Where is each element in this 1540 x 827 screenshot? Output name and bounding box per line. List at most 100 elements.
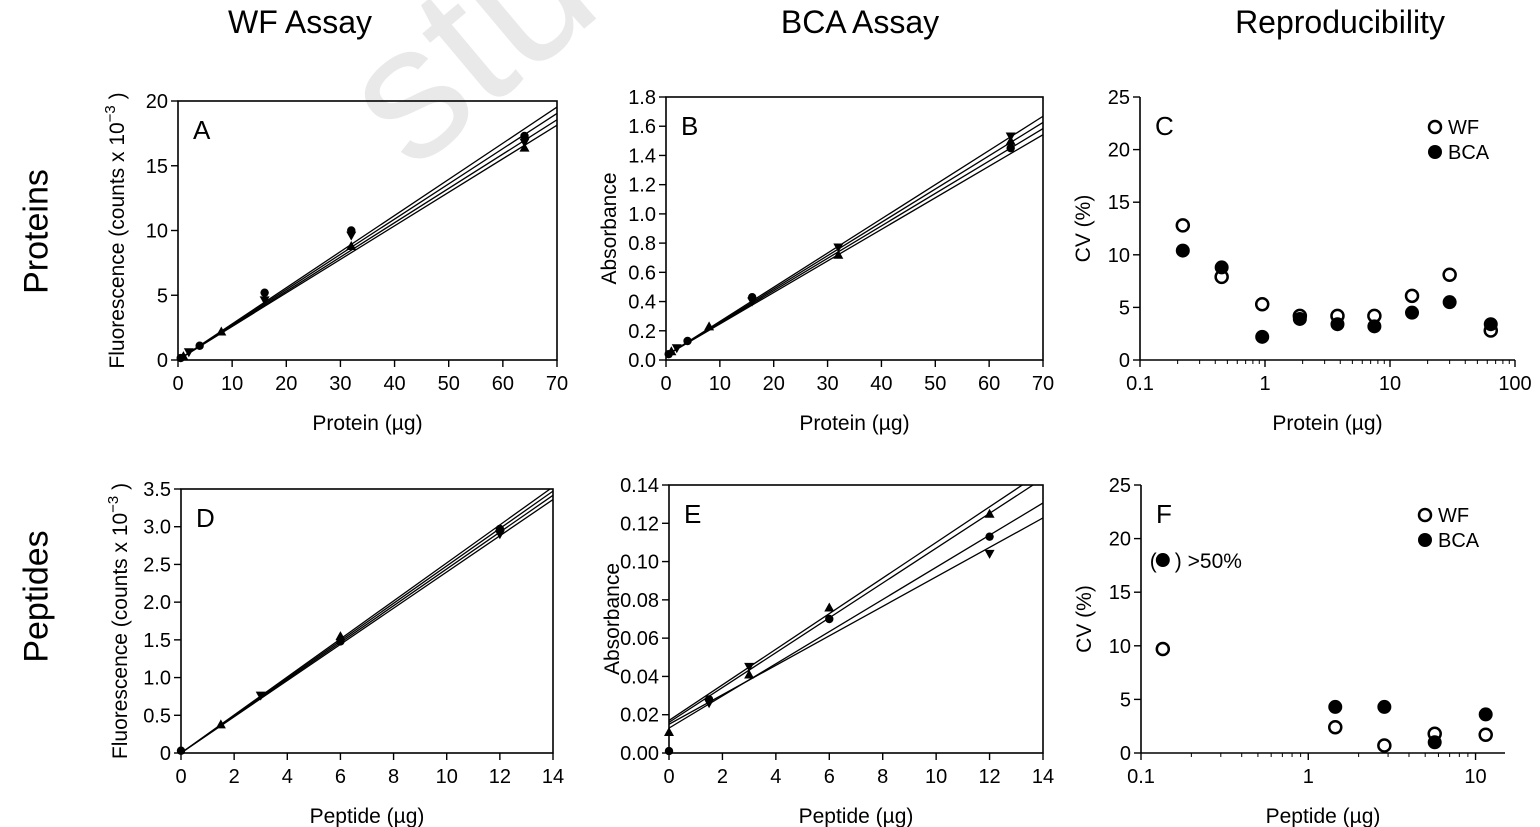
regression-line (666, 128, 1043, 357)
data-point-bca (1405, 305, 1420, 320)
data-point (833, 243, 844, 253)
data-point-wf (1155, 641, 1171, 657)
data-point (494, 530, 505, 540)
x-tick-label: 40 (870, 373, 892, 395)
y-tick-label: 5 (1119, 297, 1130, 319)
x-tick-label: 30 (816, 373, 838, 395)
data-point (183, 348, 194, 358)
data-point (216, 326, 227, 336)
data-point (259, 296, 270, 306)
data-point (1005, 132, 1016, 142)
panel-label: C (1155, 111, 1174, 141)
panel-e: 0.00 0.02 0.04 0.06 0.08 0.10 0.12 0.14 0 2 4 6 8 10 1… (601, 475, 1054, 827)
data-point (671, 344, 682, 354)
regression-line (178, 124, 557, 360)
y-tick-label: 1.5 (143, 630, 171, 652)
panel-label: A (193, 115, 211, 145)
y-tick-label: 1.0 (143, 668, 171, 690)
regression-line (666, 134, 1043, 357)
data-point (664, 746, 674, 756)
y-tick-label: 0.5 (143, 705, 171, 727)
data-point-bca (1175, 243, 1190, 258)
x-tick-label: 0 (660, 373, 671, 395)
data-point (744, 662, 755, 672)
x-tick-label: 60 (978, 373, 1000, 395)
panel-f: 0 5 10 15 20 25 0.1 1 10 Peptide (µg) CV (%) F WF BCA… (1073, 475, 1505, 827)
y-tick-label: 20 (1109, 529, 1131, 551)
y-tick-label: 1.4 (628, 145, 656, 167)
x-axis-label: Peptide (µg) (310, 805, 425, 827)
panel-label: E (684, 499, 701, 529)
y-tick-label: 10 (1109, 636, 1131, 658)
y-tick-label: 1.6 (628, 116, 656, 138)
x-tick-label: 12 (489, 766, 511, 788)
data-point (178, 351, 189, 361)
data-point-bca (1328, 699, 1343, 714)
x-tick-label: 14 (1032, 766, 1054, 788)
data-point-bca (1330, 317, 1345, 332)
y-tick-label: 10 (146, 221, 168, 243)
y-tick-label: 20 (146, 91, 168, 113)
plot-frame (177, 100, 558, 361)
y-tick-label: 2.0 (143, 592, 171, 614)
data-point (519, 138, 530, 148)
y-tick-label: 0 (157, 350, 168, 372)
regression-line (181, 499, 553, 753)
x-tick-label: 2 (229, 766, 240, 788)
y-tick-label: 0.06 (620, 628, 659, 650)
regression-line (178, 119, 557, 360)
data-point-bca (1255, 329, 1270, 344)
data-point (704, 321, 715, 331)
x-tick-label: 10 (709, 373, 731, 395)
column-title-bca-assay: BCA Assay (780, 4, 940, 40)
plot-frame (180, 488, 554, 754)
legend-marker (1427, 119, 1443, 135)
x-tick-label: 1 (1259, 373, 1270, 395)
x-axis-label: Peptide (µg) (799, 805, 914, 827)
data-point-wf (1404, 288, 1420, 304)
data-point-bca (1214, 260, 1229, 275)
y-tick-label: 5 (157, 285, 168, 307)
data-point (825, 614, 834, 624)
x-axis-label: Peptide (µg) (1266, 805, 1381, 827)
x-tick-label: 70 (546, 373, 568, 395)
y-tick-label: 0.6 (628, 262, 656, 284)
x-tick-label: 30 (329, 373, 351, 395)
regression-line (669, 485, 1024, 721)
y-tick-label: 0.0 (628, 350, 656, 372)
data-point (260, 288, 269, 297)
y-tick-label: 3.5 (143, 479, 171, 501)
data-point (347, 226, 356, 235)
x-tick-label: 14 (542, 766, 564, 788)
x-tick-label: 10 (1464, 766, 1486, 788)
legend-label: WF (1448, 117, 1479, 139)
x-tick-label: 0 (175, 766, 186, 788)
y-tick-label: 10 (1108, 245, 1130, 267)
panel-d: 0 0.5 1.0 1.5 2.0 2.5 3.0 3.5 0 2 4 6 8 10 12 14 Peptide… (105, 479, 564, 827)
data-point-bca (1292, 311, 1307, 326)
y-tick-label: 0.04 (620, 666, 659, 688)
data-point-wf (1377, 738, 1392, 753)
data-point-bca (1367, 319, 1382, 334)
panel-label: F (1156, 499, 1172, 529)
data-point-bca (1483, 317, 1498, 332)
y-tick-label: 25 (1108, 87, 1130, 109)
regression-line (666, 115, 1043, 357)
x-tick-label: 0.1 (1126, 373, 1154, 395)
x-tick-label: 0.1 (1127, 766, 1155, 788)
x-tick-label: 100 (1498, 373, 1531, 395)
y-axis-label: CV (%) (1072, 195, 1095, 263)
x-tick-label: 12 (978, 766, 1000, 788)
regression-line (178, 112, 557, 360)
data-point (346, 241, 357, 251)
x-tick-label: 20 (275, 373, 297, 395)
data-point-wf (1175, 218, 1191, 233)
legend-label: BCA (1438, 530, 1480, 552)
regression-lines (181, 489, 553, 753)
regression-line (178, 106, 557, 360)
x-axis-label: Protein (µg) (799, 412, 909, 435)
y-tick-label: 0.08 (620, 590, 659, 612)
data-point-bca (1427, 735, 1442, 750)
plot-frame (665, 96, 1044, 361)
